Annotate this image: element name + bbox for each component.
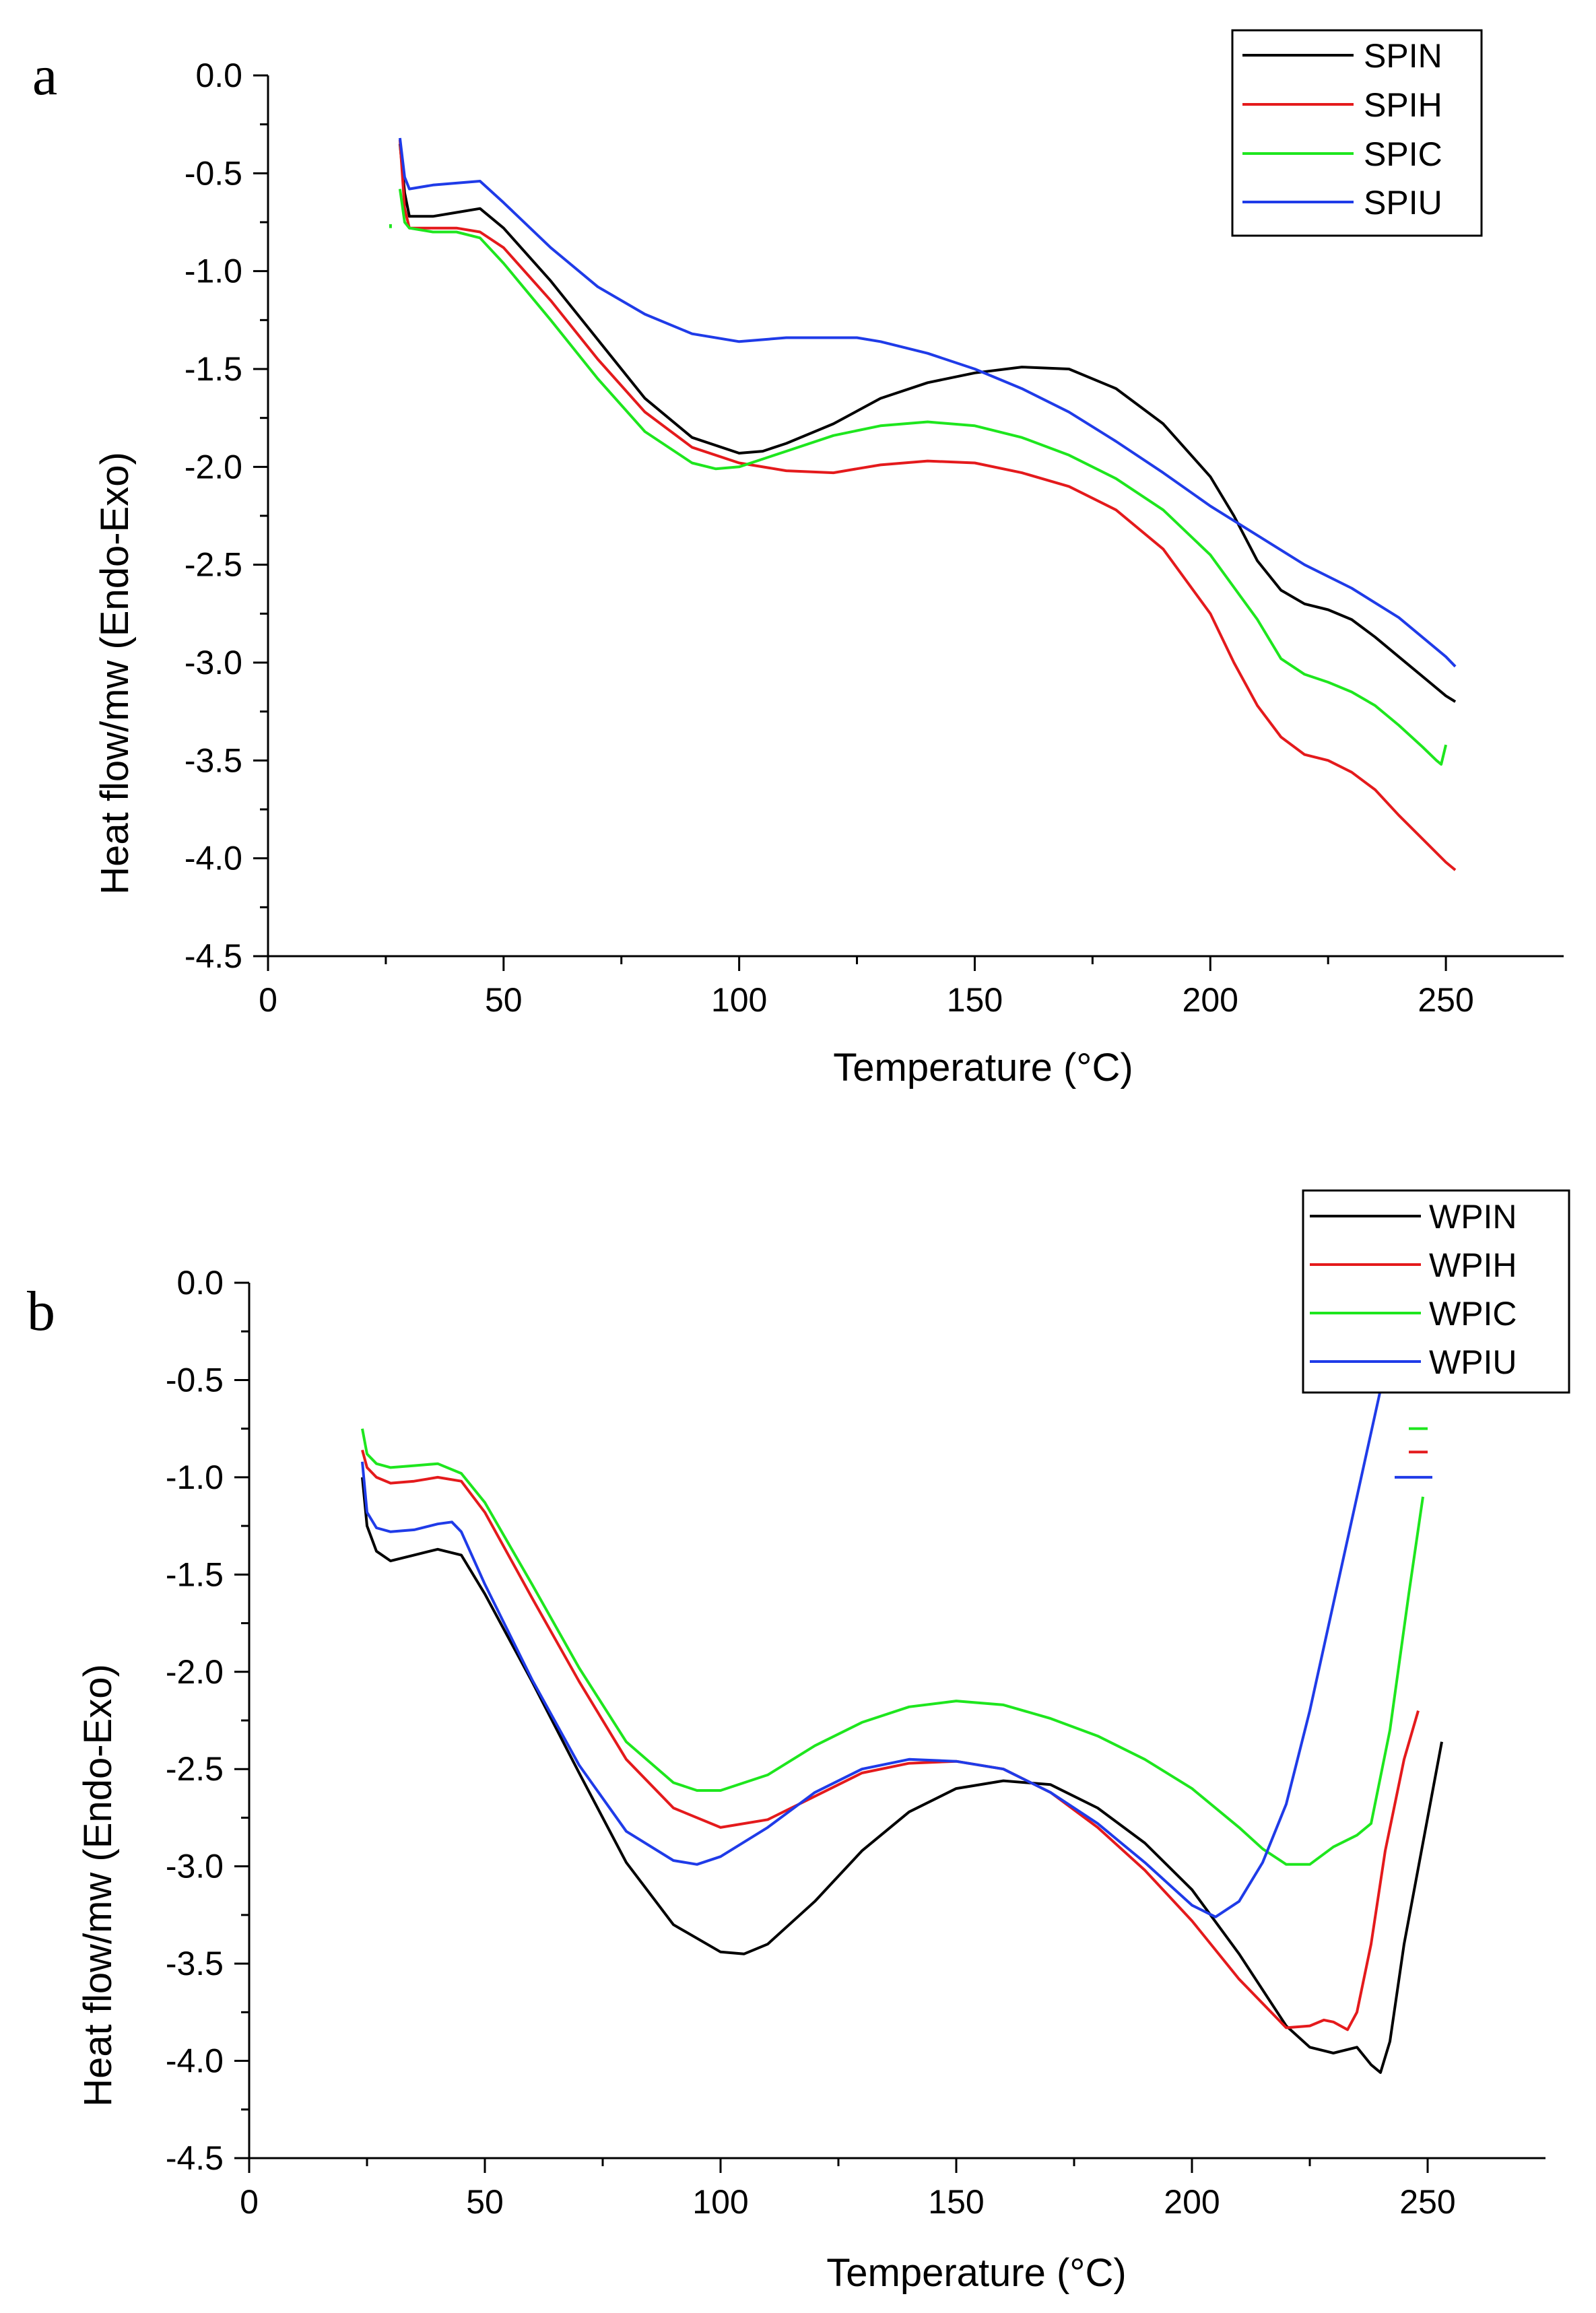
x-tick-label: 100: [711, 981, 767, 1019]
y-tick-label: -2.5: [185, 546, 242, 584]
x-tick-label: 150: [928, 2183, 984, 2221]
legend-label-wpiu: WPIU: [1429, 1343, 1517, 1381]
y-tick-label: -4.5: [185, 937, 242, 975]
y-tick-label: -2.0: [185, 448, 242, 485]
y-tick-label: -4.0: [166, 2042, 224, 2080]
y-tick-label: -1.5: [185, 350, 242, 388]
y-axis-title-b: Heat flow/mw (Endo-Exo): [76, 1664, 120, 2107]
x-tick-label: 250: [1399, 2183, 1455, 2221]
series-line-wpin: [361, 1477, 1443, 2074]
y-axis-title-a: Heat flow/mw (Endo-Exo): [93, 452, 137, 895]
chart-panel-b: b 0 50 100 150 200 250 0.0 -0.5 -1.0 -1.5 -2.0 -2.5…: [27, 1189, 1570, 2295]
y-tick-label: -2.0: [166, 1653, 224, 1691]
legend-label-spih: SPIH: [1364, 86, 1442, 124]
legend-label-wpih: WPIH: [1429, 1246, 1517, 1284]
x-tick-label: 100: [692, 2183, 748, 2221]
y-tick-label: -3.0: [185, 644, 242, 681]
x-axis-title-b: Temperature (°C): [826, 2251, 1126, 2295]
legend-box-b: [1302, 1189, 1570, 1394]
series-line-wpih: [361, 1449, 1420, 2032]
y-tick-label: 0.0: [176, 1264, 224, 1302]
x-tick-label: 250: [1418, 981, 1473, 1019]
y-tick-label: -0.5: [166, 1361, 224, 1399]
legend-label-wpin: WPIN: [1429, 1198, 1517, 1236]
x-tick-label: 150: [947, 981, 1003, 1019]
legend-b: WPIN WPIH WPIC WPIU: [1302, 1189, 1570, 1394]
y-tick-label: -0.5: [185, 154, 242, 192]
y-tick-label: -3.5: [185, 741, 242, 779]
legend-label-spiu: SPIU: [1364, 184, 1442, 222]
series-line-spih: [398, 139, 1457, 871]
y-tick-label: -1.0: [166, 1459, 224, 1496]
legend-label-spin: SPIN: [1364, 37, 1442, 75]
x-tick-label: 50: [485, 981, 523, 1019]
series-line-spic: [398, 189, 1448, 766]
series-line-spin: [398, 143, 1457, 703]
y-tick-label: -3.0: [166, 1848, 224, 1885]
legend-a: SPIN SPIH SPIC SPIU: [1231, 29, 1483, 237]
series-line-wpic: [361, 1428, 1424, 1866]
series-line-spiu: [398, 137, 1457, 668]
chart-panel-a: a 0 50 100 150 200 250 0.0 -0.5 -1.0 -1.5 -2.0 -2.5…: [32, 29, 1564, 1090]
x-tick-label: 0: [240, 2183, 259, 2221]
y-tick-label: -2.5: [166, 1750, 224, 1788]
y-tick-label: -4.5: [166, 2139, 224, 2177]
plot-area-a: 0 50 100 150 200 250 0.0 -0.5 -1.0 -1.5 -2.0 -2.5 -3…: [185, 57, 1564, 1019]
y-tick-label: -1.0: [185, 253, 242, 290]
series-line-wpiu: [361, 1389, 1382, 1918]
x-tick-label: 50: [466, 2183, 504, 2221]
legend-label-spic: SPIC: [1364, 135, 1442, 173]
x-axis-title-a: Temperature (°C): [833, 1046, 1133, 1090]
panel-label-a: a: [32, 44, 57, 107]
y-tick-label: -4.0: [185, 840, 242, 877]
legend-label-wpic: WPIC: [1429, 1295, 1517, 1333]
y-tick-label: 0.0: [195, 57, 242, 94]
y-tick-label: -1.5: [166, 1555, 224, 1593]
x-tick-label: 0: [259, 981, 277, 1019]
panel-label-b: b: [27, 1280, 55, 1343]
legend-box-a: [1231, 29, 1483, 237]
y-tick-label: -3.5: [166, 1945, 224, 1982]
x-tick-label: 200: [1183, 981, 1238, 1019]
x-tick-label: 200: [1164, 2183, 1220, 2221]
plot-area-b: 0 50 100 150 200 250 0.0 -0.5 -1.0 -1.5 -2.0 -2.5 -3…: [166, 1264, 1545, 2221]
